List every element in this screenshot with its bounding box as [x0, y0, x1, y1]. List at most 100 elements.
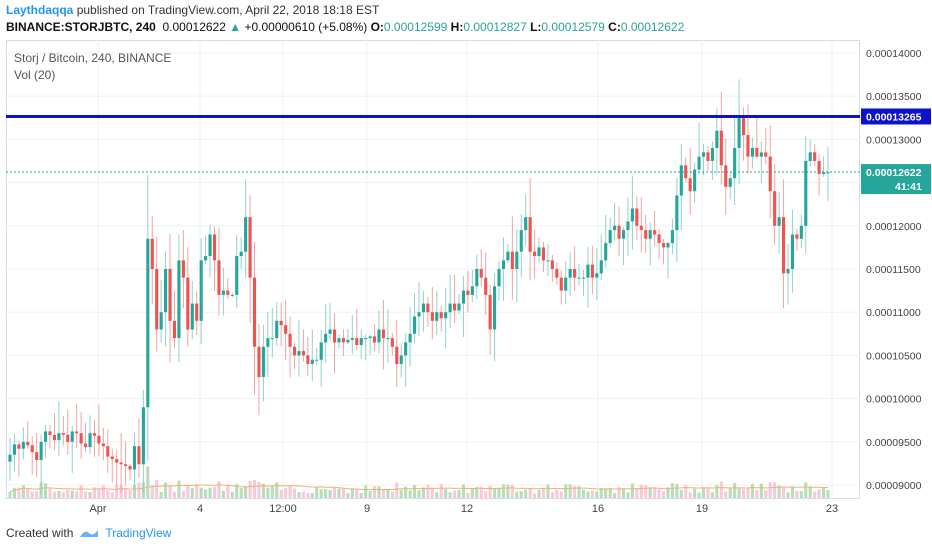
- volume-bar: [284, 488, 288, 498]
- candle: [559, 277, 563, 291]
- candle: [653, 230, 657, 235]
- volume-bars: [8, 466, 830, 498]
- candle: [101, 443, 105, 447]
- candle: [750, 148, 754, 157]
- candle: [270, 338, 274, 340]
- candle: [395, 346, 399, 365]
- series-title[interactable]: Storj / Bitcoin, 240, BINANCE: [14, 51, 172, 65]
- volume-bar: [124, 488, 128, 498]
- candle: [359, 338, 363, 346]
- candle: [733, 148, 737, 179]
- volume-bar: [444, 488, 448, 498]
- candle: [746, 135, 750, 157]
- volume-bar: [435, 492, 439, 498]
- volume-bar: [186, 485, 190, 498]
- volume-bar: [497, 487, 501, 498]
- candle: [697, 156, 701, 170]
- candle: [577, 277, 581, 279]
- candle: [248, 217, 252, 278]
- candle: [635, 208, 639, 226]
- candle: [586, 264, 590, 278]
- volume-bar: [777, 485, 781, 498]
- candle: [292, 346, 297, 356]
- candle: [181, 260, 185, 278]
- candle: [146, 238, 150, 408]
- candle: [710, 148, 714, 161]
- high-value: 0.00012827: [463, 20, 527, 34]
- candle: [599, 260, 603, 274]
- volume-bar: [537, 489, 541, 498]
- candle: [661, 243, 666, 248]
- candle: [208, 234, 212, 257]
- volume-bar: [715, 485, 719, 498]
- candle: [568, 269, 572, 278]
- candle: [439, 312, 443, 319]
- candle: [177, 260, 181, 339]
- volume-bar: [639, 484, 643, 498]
- candle: [364, 338, 368, 340]
- candle: [484, 277, 488, 295]
- volume-bar: [684, 485, 688, 498]
- candle: [368, 336, 372, 339]
- candle: [408, 333, 412, 343]
- candle: [341, 338, 345, 343]
- volume-bar: [644, 485, 648, 498]
- candle: [404, 342, 408, 356]
- volume-bar: [461, 484, 466, 498]
- candle: [444, 312, 448, 319]
- volume-bar: [404, 486, 408, 498]
- candle: [813, 152, 817, 161]
- volume-bar: [328, 490, 332, 498]
- price-change: +0.00000610 (+5.08%): [244, 20, 368, 34]
- volume-bar: [599, 488, 603, 498]
- volume-bar: [306, 492, 310, 498]
- volume-bar: [741, 489, 746, 498]
- candle: [350, 338, 354, 340]
- volume-bar: [679, 489, 683, 498]
- candle: [719, 130, 723, 166]
- volume-bar: [439, 484, 443, 498]
- author-name[interactable]: Laythdaqqa: [6, 3, 74, 17]
- y-tick-label: 0.00009500: [866, 437, 922, 449]
- candle: [217, 260, 221, 295]
- candle: [533, 251, 537, 257]
- tradingview-brand[interactable]: TradingView: [105, 526, 172, 540]
- volume-bar: [799, 491, 803, 498]
- candle: [257, 346, 261, 378]
- volume-bar: [310, 493, 314, 498]
- volume-bar: [61, 492, 65, 498]
- volume-bar: [350, 488, 354, 498]
- candle: [70, 431, 74, 442]
- candle: [324, 333, 328, 343]
- candle: [670, 230, 674, 244]
- candle: [79, 433, 83, 444]
- footer: Created with TradingView: [6, 526, 171, 540]
- candle: [52, 434, 57, 441]
- candle: [786, 269, 790, 274]
- candle: [604, 243, 608, 261]
- volume-bar: [515, 492, 519, 498]
- candle: [39, 441, 43, 460]
- candle: [573, 269, 577, 278]
- candle: [204, 256, 208, 261]
- volume-bar: [168, 486, 172, 498]
- candle: [110, 456, 114, 460]
- volume-bar: [470, 488, 474, 498]
- candle: [457, 303, 461, 311]
- x-tick-label: 23: [826, 503, 838, 515]
- volume-bar: [719, 481, 723, 498]
- candle: [497, 269, 501, 287]
- volume-bar: [292, 488, 297, 498]
- candle: [817, 160, 821, 174]
- candle: [26, 441, 30, 446]
- volume-bar: [21, 485, 25, 498]
- volume-legend[interactable]: Vol (20): [14, 68, 56, 82]
- candle: [555, 269, 559, 278]
- time-axis[interactable]: Apr 4 12:00 9 12 16 19 23: [89, 503, 838, 515]
- volume-bar: [790, 486, 794, 498]
- volume-bar: [577, 486, 581, 498]
- volume-bar: [737, 488, 741, 498]
- volume-bar: [128, 490, 132, 498]
- candle: [235, 256, 239, 295]
